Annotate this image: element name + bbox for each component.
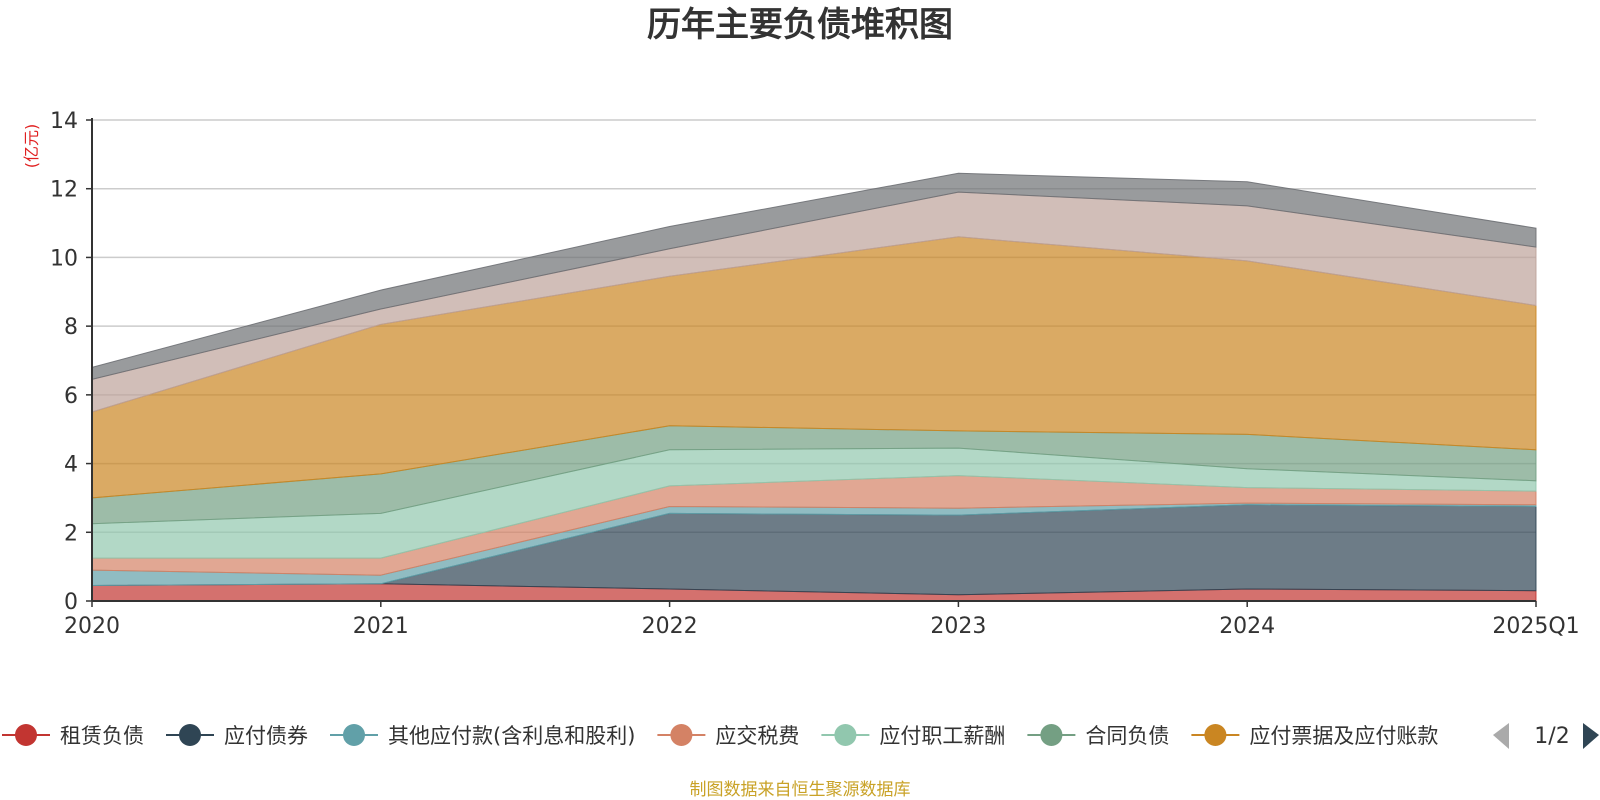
legend-label: 应付债券 <box>224 724 308 748</box>
legend-label: 合同负债 <box>1085 724 1169 748</box>
y-tick-label: 6 <box>64 384 78 409</box>
legend-label: 应交税费 <box>715 724 799 748</box>
legend-circle-marker <box>1040 724 1063 746</box>
y-tick-label: 4 <box>64 453 78 478</box>
legend-next-arrow-icon[interactable] <box>1583 723 1599 749</box>
legend-circle-marker <box>343 724 365 746</box>
legend-circle-marker <box>834 724 857 746</box>
chart-title: 历年主要负债堆积图 <box>647 5 953 45</box>
legend-items: 租赁负债 应付债券 其他应付款(含利息和股利) 应交税费 应付职工薪酬 合同负债 应付票据及… <box>2 724 1438 748</box>
legend-item[interactable]: 租赁负债 <box>2 724 144 748</box>
x-tick-label: 2022 <box>642 614 698 639</box>
legend-circle-marker <box>670 724 693 746</box>
legend-circle-marker <box>15 724 37 746</box>
legend-circle-marker <box>179 724 201 746</box>
legend-item[interactable]: 应付债券 <box>166 724 308 748</box>
axes: 0 2 4 6 8 10 12 14 2020 2021 2022 2023 2024 2025Q1 <box>50 109 1580 639</box>
legend-label: 应付职工薪酬 <box>879 724 1005 748</box>
x-tick-label: 2024 <box>1219 614 1275 639</box>
legend-circle-marker <box>1204 724 1227 746</box>
legend-item[interactable]: 应付票据及应付账款 <box>1191 724 1438 748</box>
area-series-8 <box>91 172 1537 381</box>
area-series-layer <box>91 172 1537 602</box>
y-tick-label: 10 <box>50 246 78 271</box>
x-tick-label: 2021 <box>353 614 409 639</box>
y-tick-label: 8 <box>64 315 78 340</box>
legend-label: 租赁负债 <box>60 724 144 748</box>
legend-label: 应付票据及应付账款 <box>1249 724 1438 748</box>
legend-label: 其他应付款(含利息和股利) <box>388 724 635 748</box>
y-tick-label: 0 <box>64 590 78 615</box>
legend-page-indicator: 1/2 <box>1534 724 1569 749</box>
y-axis-unit-label: (亿元) <box>22 124 41 169</box>
y-tick-label: 12 <box>50 178 78 203</box>
legend: 租赁负债 应付债券 其他应付款(含利息和股利) 应交税费 应付职工薪酬 合同负债 应付票据及… <box>2 723 1599 749</box>
legend-prev-arrow-icon[interactable] <box>1493 723 1509 749</box>
x-tick-label: 2025Q1 <box>1492 614 1579 639</box>
legend-item[interactable]: 合同负债 <box>1027 724 1169 748</box>
x-tick-label: 2023 <box>930 614 986 639</box>
legend-item[interactable]: 应交税费 <box>657 724 799 748</box>
y-tick-label: 2 <box>64 521 78 546</box>
legend-item[interactable]: 应付职工薪酬 <box>821 724 1005 748</box>
y-tick-label: 14 <box>50 109 78 134</box>
x-tick-label: 2020 <box>64 614 120 639</box>
legend-item[interactable]: 其他应付款(含利息和股利) <box>330 724 635 748</box>
source-note: 制图数据来自恒生聚源数据库 <box>690 780 911 800</box>
